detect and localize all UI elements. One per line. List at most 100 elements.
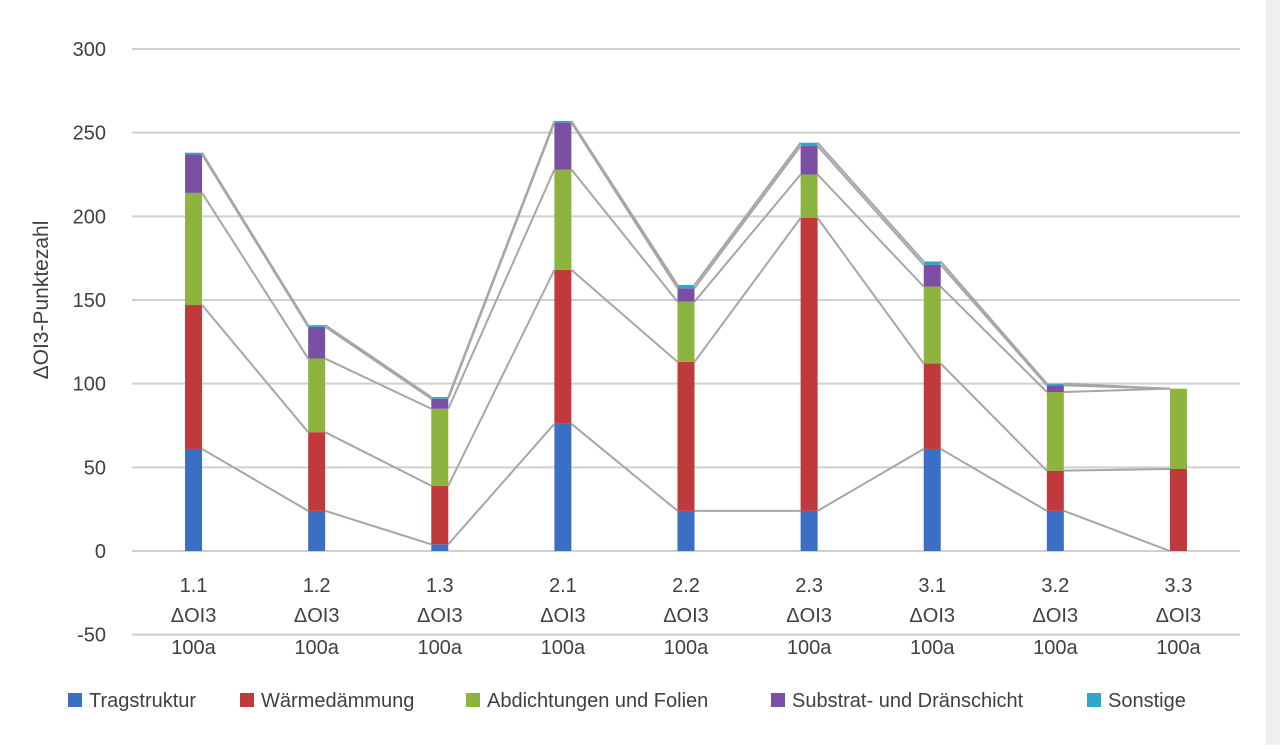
bar-2.3-abdichtungen-und-folien — [800, 174, 818, 219]
y-tick-label: 200 — [73, 206, 106, 228]
bar-1.1-sonstige — [185, 152, 203, 155]
category-label-years: 100a — [541, 637, 586, 659]
series-line — [1063, 468, 1170, 472]
bar-1.2-sonstige — [308, 325, 326, 327]
category-label-oi3: ΔOI3 — [786, 605, 832, 627]
legend-label: Substrat- und Dränschicht — [792, 690, 1024, 712]
category-label-id: 2.1 — [549, 575, 577, 597]
bar-1.1-w-rmed-mmung — [185, 305, 203, 449]
bar-3.1-abdichtungen-und-folien — [923, 286, 941, 364]
bar-2.3-sonstige — [800, 142, 818, 147]
category-label-oi3: ΔOI3 — [417, 605, 463, 627]
category-label-oi3: ΔOI3 — [663, 605, 709, 627]
category-label-years: 100a — [1033, 637, 1078, 659]
series-line — [570, 122, 679, 289]
y-axis-label: ΔOI3-Punktezahl — [30, 221, 53, 380]
y-tick-label: 150 — [73, 290, 106, 312]
category-label-years: 100a — [418, 637, 463, 659]
bar-3.2-tragstruktur — [1046, 510, 1064, 551]
category-label-years: 100a — [910, 637, 955, 659]
bar-2.1-w-rmed-mmung — [554, 269, 572, 424]
category-label-years: 100a — [294, 637, 339, 659]
series-line — [693, 142, 802, 286]
category-label-id: 3.1 — [918, 575, 946, 597]
bar-2.2-tragstruktur — [677, 510, 695, 551]
series-line — [570, 423, 679, 512]
bar-3.2-sonstige — [1046, 383, 1064, 386]
series-line — [816, 142, 925, 263]
category-label-id: 3.2 — [1041, 575, 1069, 597]
bar-1.3-tragstruktur — [431, 544, 449, 551]
bar-1.2-w-rmed-mmung — [308, 432, 326, 511]
series-line — [324, 357, 432, 410]
y-tick-label: 300 — [73, 39, 106, 61]
y-tick-label: 250 — [73, 123, 106, 145]
bar-3.2-substrat-und-dr-nschicht — [1046, 385, 1064, 393]
bar-2.3-substrat-und-dr-nschicht — [800, 146, 818, 175]
y-tick-label: 100 — [73, 374, 106, 396]
category-label-oi3: ΔOI3 — [171, 605, 217, 627]
series-lines — [201, 120, 1171, 552]
series-line — [324, 325, 432, 400]
legend-swatch — [1087, 693, 1101, 707]
bar-3.1-tragstruktur — [923, 448, 941, 551]
series-line — [693, 145, 802, 289]
category-label-oi3: ΔOI3 — [1156, 605, 1202, 627]
category-label-oi3: ΔOI3 — [540, 605, 586, 627]
bar-3.1-substrat-und-dr-nschicht — [923, 264, 941, 287]
category-label-years: 100a — [171, 637, 216, 659]
bar-1.1-abdichtungen-und-folien — [185, 192, 203, 306]
series-line — [201, 192, 310, 360]
category-label-oi3: ΔOI3 — [909, 605, 955, 627]
bar-1.1-tragstruktur — [185, 448, 203, 551]
bar-2.2-w-rmed-mmung — [677, 361, 695, 511]
series-line — [939, 260, 1048, 385]
series-line — [1063, 509, 1171, 552]
category-label-id: 1.2 — [303, 575, 331, 597]
category-label-years: 100a — [787, 637, 832, 659]
legend-label: Abdichtungen und Folien — [487, 690, 708, 712]
series-line — [816, 145, 925, 266]
series-line — [939, 264, 1048, 387]
bar-3.1-w-rmed-mmung — [923, 363, 941, 449]
legend-label: Sonstige — [1108, 690, 1186, 712]
bar-2.2-substrat-und-dr-nschicht — [677, 288, 695, 302]
bar-3.3-w-rmed-mmung — [1169, 469, 1187, 551]
bar-1.2-tragstruktur — [308, 510, 326, 551]
series-line — [570, 269, 679, 363]
bar-2.3-w-rmed-mmung — [800, 218, 818, 511]
series-line — [693, 173, 802, 303]
series-line — [940, 285, 1048, 393]
category-label-years: 100a — [664, 637, 709, 659]
y-tick-label: -50 — [77, 625, 106, 647]
category-label-id: 2.2 — [672, 575, 700, 597]
bar-1.2-abdichtungen-und-folien — [308, 358, 326, 433]
series-line — [816, 173, 925, 288]
legend-swatch — [466, 693, 480, 707]
bar-1.3-sonstige — [431, 397, 449, 399]
y-tick-labels: -50 0 50 100 150 200 250 300 — [73, 39, 106, 647]
bar-1.3-substrat-und-dr-nschicht — [431, 398, 449, 409]
category-label-id: 1.1 — [180, 575, 208, 597]
series-line — [1063, 387, 1170, 394]
series-line — [201, 152, 310, 326]
series-line — [324, 431, 432, 487]
series-line — [324, 324, 432, 398]
bar-1.3-w-rmed-mmung — [431, 485, 449, 545]
y-tick-label: 50 — [84, 457, 106, 479]
bar-1.1-substrat-und-dr-nschicht — [185, 154, 203, 193]
legend-swatch — [771, 693, 785, 707]
bars — [185, 120, 1187, 551]
category-label-id: 1.3 — [426, 575, 454, 597]
series-line — [447, 269, 556, 487]
x-category-labels: 1.1 ΔOI3 100a 1.2 ΔOI3 100a 1.3 ΔOI3 100a 2.1 ΔOI3… — [132, 575, 1240, 659]
bar-2.2-sonstige — [677, 284, 695, 289]
series-line — [816, 217, 925, 365]
series-line — [447, 169, 556, 410]
series-line — [940, 362, 1048, 472]
legend-label: Wärmedämmung — [261, 690, 414, 712]
category-label-oi3: ΔOI3 — [294, 605, 340, 627]
series-line — [447, 120, 556, 398]
bar-2.1-sonstige — [554, 120, 572, 123]
